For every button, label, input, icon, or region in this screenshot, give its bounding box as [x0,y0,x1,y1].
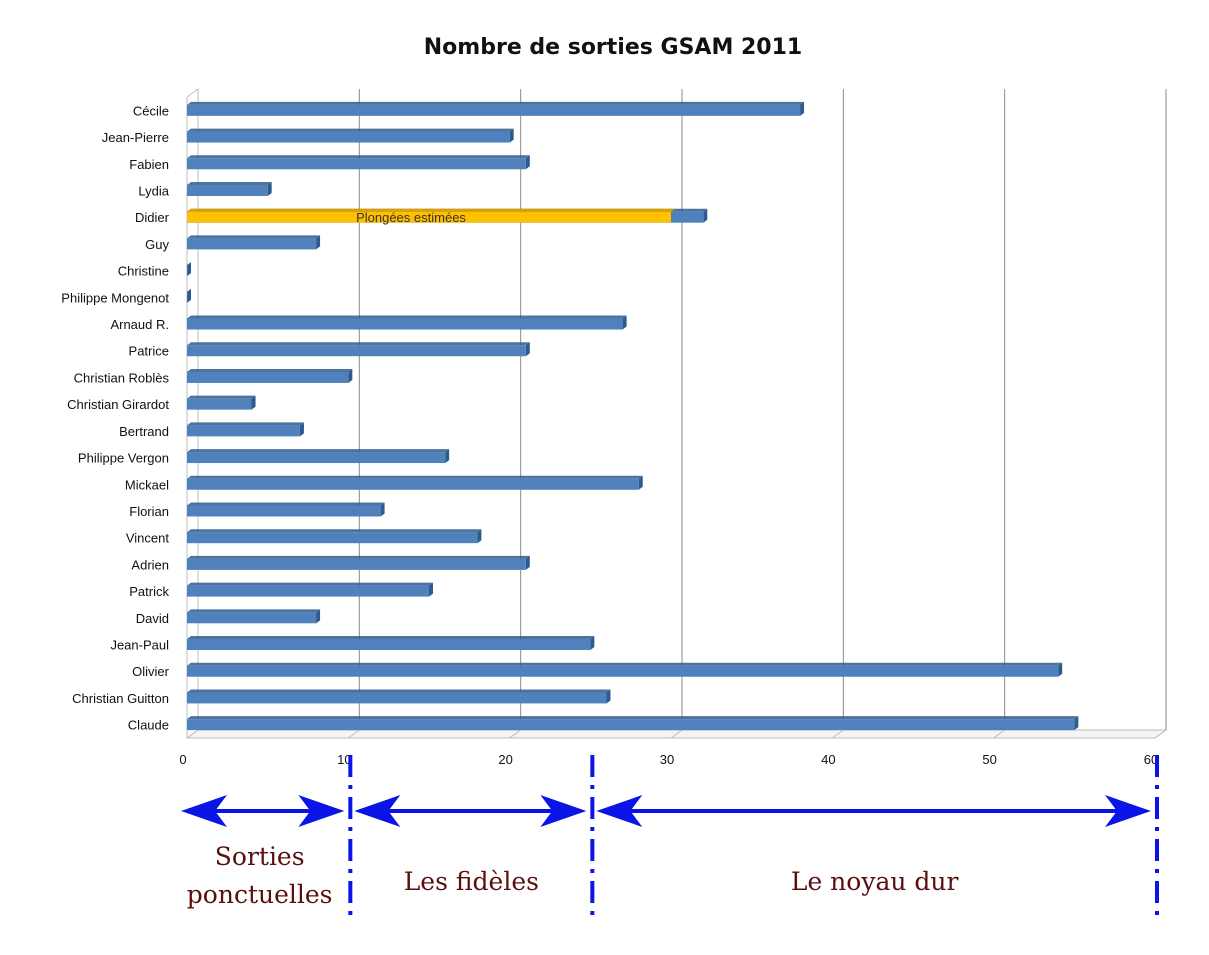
category-label: Mickael [125,477,169,492]
bar [187,368,353,383]
category-label: Philippe Mongenot [61,290,169,305]
bar [187,582,433,597]
category-label: David [136,611,169,626]
zone-arrow-head-right [1105,795,1151,827]
category-label: Christian Guitton [72,691,169,706]
bar [187,128,514,143]
zone-arrow-head-left [354,795,401,827]
zone: Les fidèles [354,795,587,896]
bar [187,181,272,196]
annotation-label: Plongées estimées [356,210,466,225]
bar [187,555,530,570]
bar [187,502,385,517]
category-label: Claude [128,718,169,733]
x-tick-label: 40 [821,752,835,767]
category-label: Fabien [129,157,169,172]
category-label: Bertrand [119,424,169,439]
bar [187,662,1063,677]
gridline-floor [832,729,844,739]
category-label: Christian Girardot [67,397,169,412]
zone-annotations: Sorties ponctuelles Les fidèles Le noyau du… [181,755,1159,918]
category-label: Christine [118,264,169,279]
category-label: Jean-Pierre [102,130,169,145]
bar [187,342,530,357]
bar [187,288,191,303]
x-tick-label: 60 [1144,752,1158,767]
bar [187,101,805,116]
x-tick-label: 10 [337,752,351,767]
annotation-bar-top [187,208,675,212]
zone-arrow-head-right [298,795,345,827]
bar [187,235,321,250]
zone-arrow-head-left [181,795,227,827]
zone-arrow-head-right [540,795,587,827]
x-tick-label: 20 [498,752,512,767]
bar [187,422,304,437]
gridline-floor [348,729,360,739]
bar [187,529,482,544]
zone-label: Les fidèles [404,867,539,896]
gridline-floor [993,729,1005,739]
chart-title: Nombre de sorties GSAM 2011 [424,35,802,60]
bar [187,636,595,651]
zone-arrow-head-left [596,795,643,827]
gridline-floor [1154,729,1167,739]
category-label: Philippe Vergon [78,451,169,466]
bar [187,155,530,170]
category-label: Vincent [126,531,170,546]
zone: Le noyau dur [596,795,1151,896]
zone-label: ponctuelles [187,880,333,909]
category-label: Patrick [129,584,169,599]
bar [187,315,627,330]
bar [187,449,450,464]
category-label: Jean-Paul [110,638,169,653]
zone-label: Sorties [215,842,305,871]
bar [187,689,611,704]
category-labels: Cécile Jean-Pierre Fabien Lydia Didier Guy Chr… [61,103,169,732]
category-label: Guy [145,237,169,252]
bar [187,609,321,624]
annotations: Plongées estimées [187,208,675,225]
bar [187,395,256,410]
category-label: Adrien [131,557,169,572]
category-label: Arnaud R. [110,317,169,332]
zone-label: Le noyau dur [791,867,959,896]
gridline-floor [670,729,683,739]
category-label: Lydia [138,183,169,198]
category-label: Florian [129,504,169,519]
gridline-floor [509,729,521,739]
annotation-bar [187,211,671,223]
x-tick-labels: 0 10 20 30 40 50 60 [179,752,1158,767]
category-label: Olivier [132,664,170,679]
bars [187,101,1079,731]
bar [187,475,643,490]
category-label: Didier [135,210,170,225]
bar [187,262,191,277]
x-tick-label: 0 [179,752,186,767]
zone: Sorties ponctuelles [181,795,345,909]
x-tick-label: 30 [660,752,674,767]
gridlines [348,89,1167,739]
category-label: Patrice [129,344,169,359]
category-label: Christian Roblès [74,370,170,385]
x-tick-label: 50 [982,752,996,767]
bar [187,716,1079,731]
category-label: Cécile [133,103,169,118]
